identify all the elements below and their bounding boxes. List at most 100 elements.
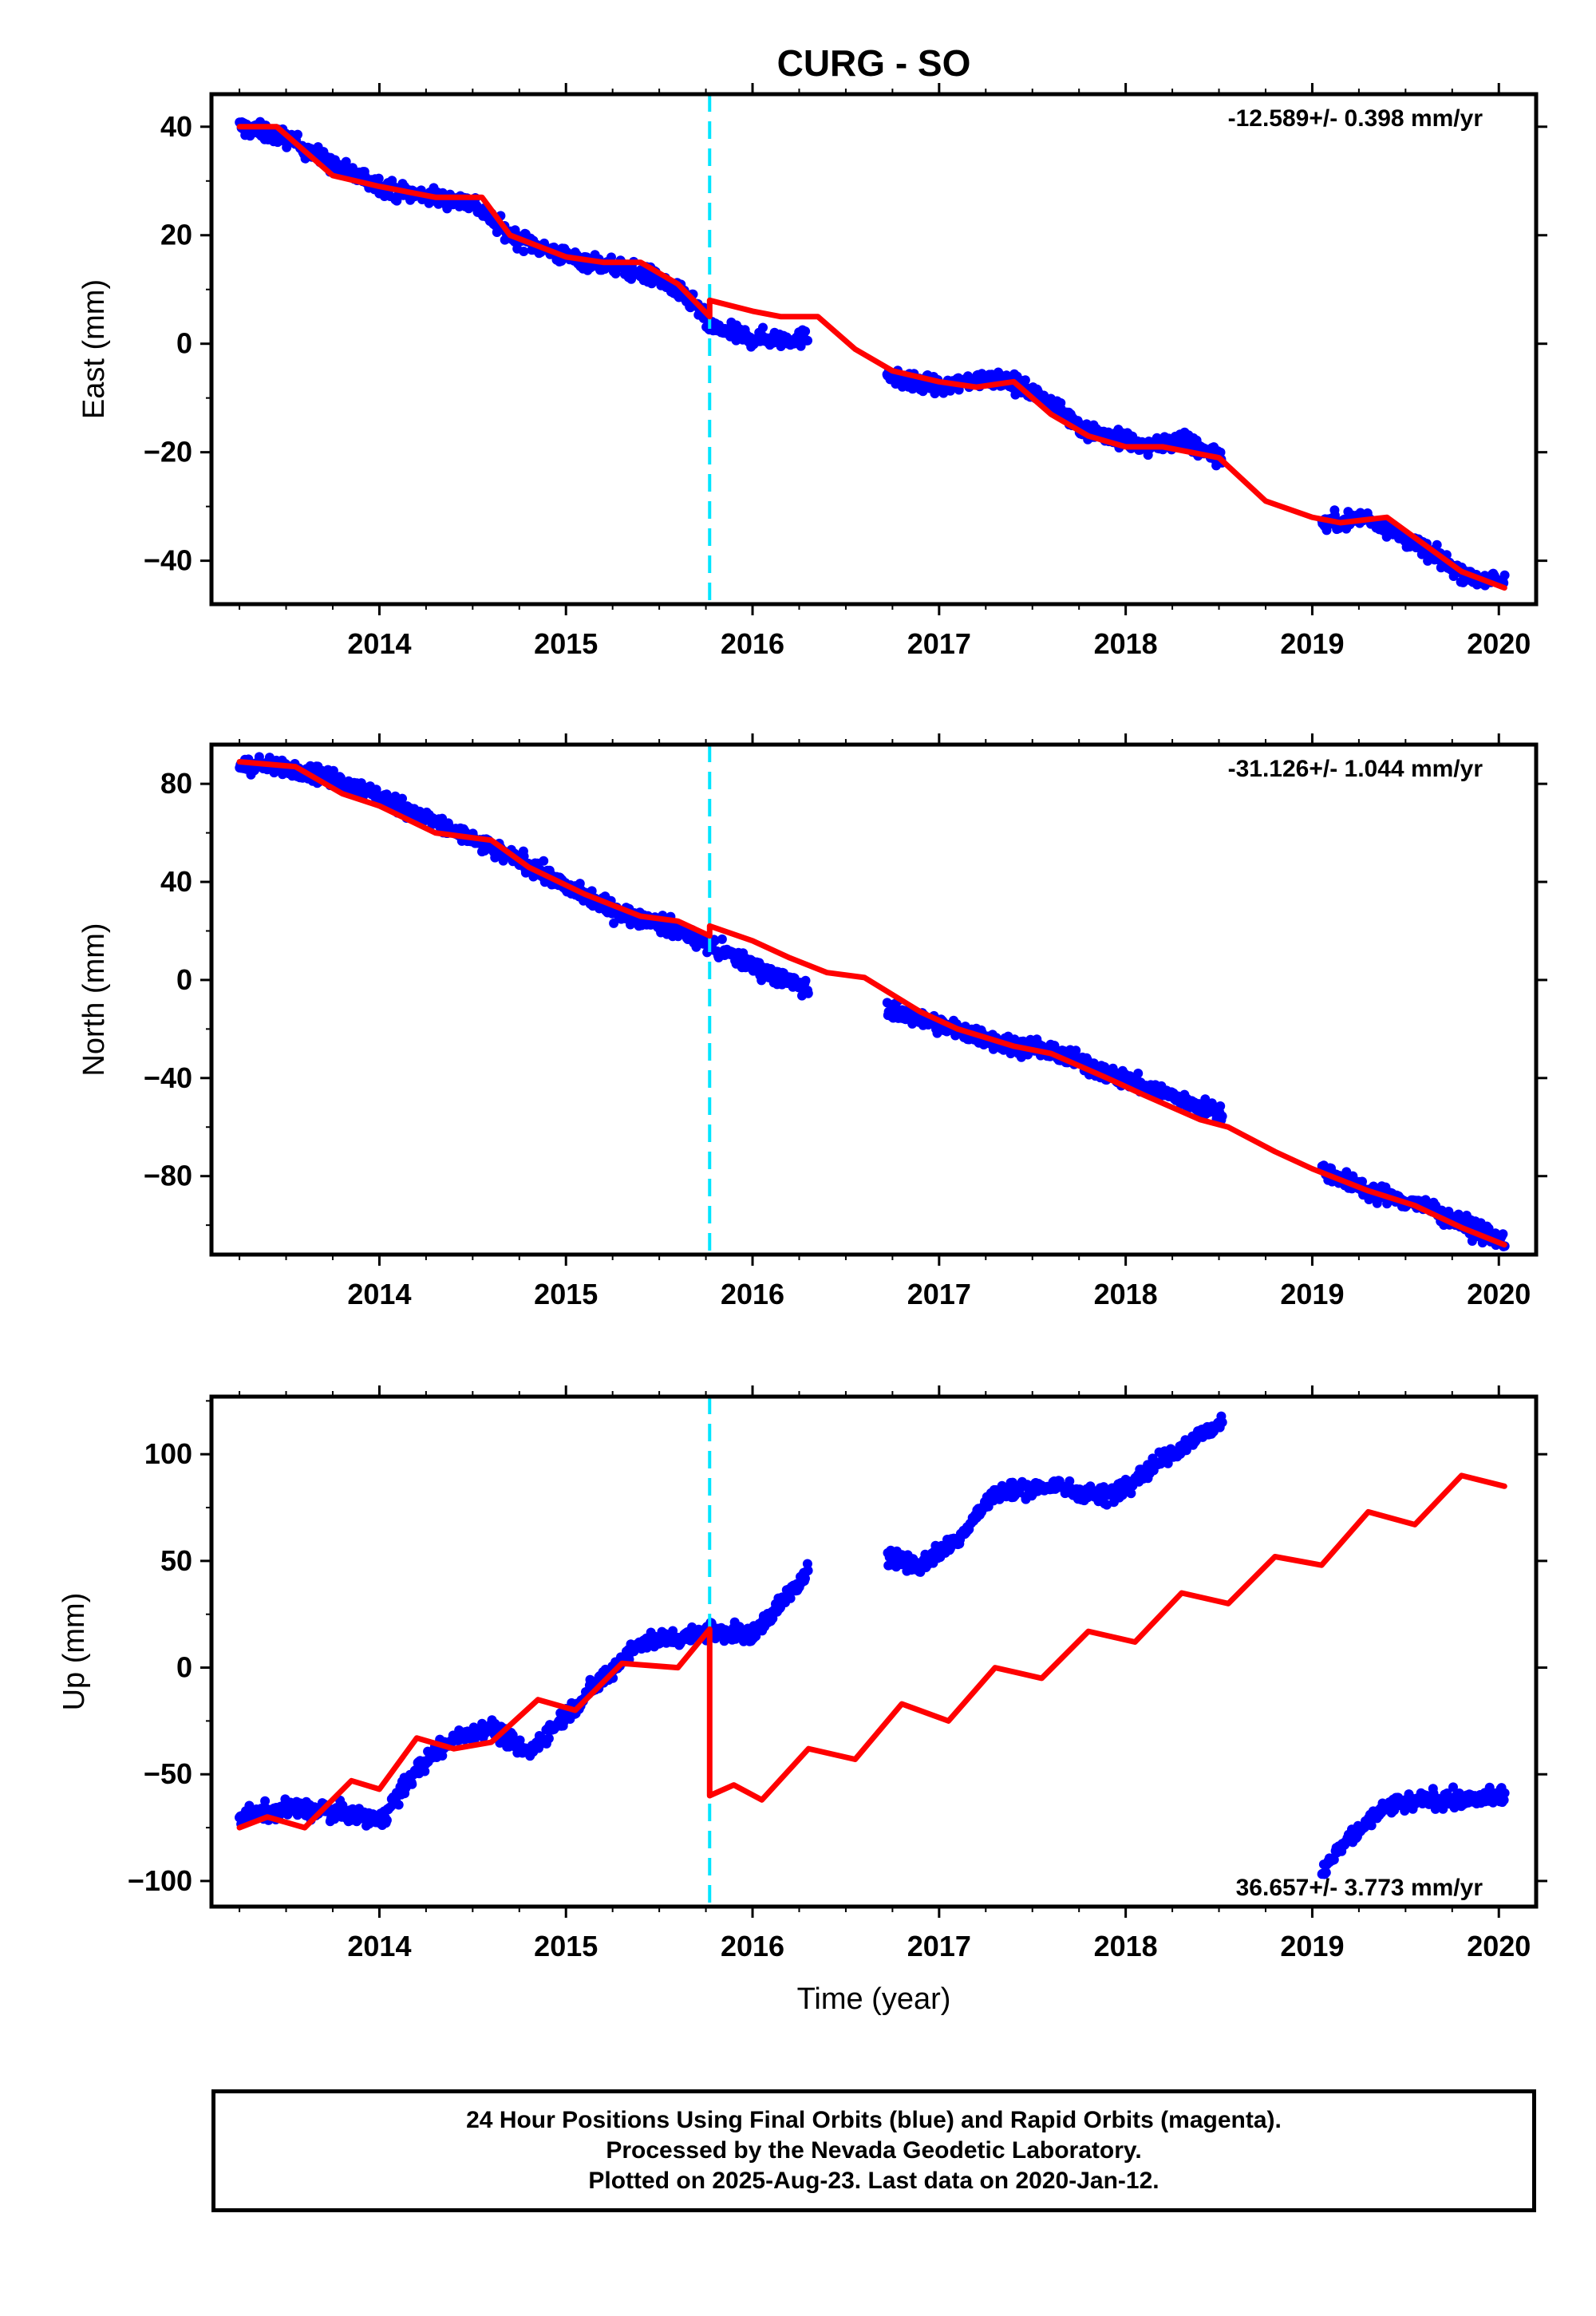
north-data-point xyxy=(709,935,720,946)
up-ytick-label: 50 xyxy=(160,1544,192,1577)
north-xtick-label: 2016 xyxy=(721,1278,784,1310)
east-data-point xyxy=(293,129,302,140)
up-data-point xyxy=(508,1730,518,1741)
up-data-point xyxy=(1499,1795,1509,1805)
up-data-point xyxy=(1366,1820,1377,1831)
up-xtick-label: 2016 xyxy=(721,1930,784,1962)
east-xtick-label: 2018 xyxy=(1094,627,1158,660)
north-xtick-label: 2018 xyxy=(1094,1278,1158,1310)
north-data-point xyxy=(328,765,338,776)
north-data-point xyxy=(1217,1111,1227,1121)
east-data-point xyxy=(519,247,529,256)
up-model-line xyxy=(236,1472,1507,1831)
up-data-point xyxy=(420,1766,430,1777)
east-ytick-label: 0 xyxy=(176,327,192,360)
up-xtick-label: 2019 xyxy=(1280,1930,1344,1962)
up-ytick-label: −50 xyxy=(144,1757,192,1790)
up-data-point xyxy=(393,1800,404,1810)
up-data-points xyxy=(235,1411,1510,1879)
north-data-point xyxy=(1071,1045,1081,1056)
east-data-point xyxy=(1499,570,1510,580)
east-data-point xyxy=(803,335,812,346)
north-xtick-label: 2020 xyxy=(1467,1278,1531,1310)
footer-line-1: 24 Hour Positions Using Final Orbits (bl… xyxy=(466,2107,1282,2133)
panel-up: 100 50 0 −50 −100 2014 2015 2016 2017 2018 2019 202… xyxy=(57,1385,1547,1962)
east-xtick-label: 2016 xyxy=(721,627,784,660)
up-data-point xyxy=(1065,1476,1075,1486)
north-data-point xyxy=(609,918,619,928)
north-ytick-label: −40 xyxy=(144,1061,192,1094)
footer-line-2: Processed by the Nevada Geodetic Laborat… xyxy=(606,2137,1142,2164)
up-xtick-label: 2020 xyxy=(1467,1930,1531,1962)
north-xtick-label: 2017 xyxy=(907,1278,971,1310)
up-plot-area xyxy=(235,1397,1510,1907)
north-ytick-label: 0 xyxy=(176,963,192,996)
up-data-point xyxy=(785,1593,796,1603)
north-rate-label: -31.126+/- 1.044 mm/yr xyxy=(1228,756,1483,782)
east-ytick-label: −40 xyxy=(144,544,192,577)
footer-box: 24 Hour Positions Using Final Orbits (bl… xyxy=(211,2089,1536,2212)
north-data-point xyxy=(1444,1207,1454,1216)
north-ytick-label: −80 xyxy=(144,1160,192,1192)
up-y-axis-label: Up (mm) xyxy=(57,1593,91,1711)
north-data-point xyxy=(800,975,811,986)
east-ytick-label: 40 xyxy=(160,110,192,143)
east-plot-area xyxy=(235,94,1510,604)
up-data-point xyxy=(407,1779,417,1789)
east-y-axis-label: East (mm) xyxy=(77,279,111,419)
north-plot-area xyxy=(235,745,1510,1255)
up-ytick-label: 0 xyxy=(176,1651,192,1684)
east-xtick-label: 2019 xyxy=(1280,627,1344,660)
up-data-point xyxy=(260,1796,271,1806)
up-xtick-label: 2015 xyxy=(534,1930,598,1962)
east-data-point xyxy=(800,326,811,337)
up-rate-label: 36.657+/- 3.773 mm/yr xyxy=(1236,1875,1483,1901)
up-ytick-label: −100 xyxy=(128,1864,192,1897)
north-data-point xyxy=(1133,1069,1144,1078)
north-data-point xyxy=(1498,1229,1508,1239)
east-xtick-label: 2014 xyxy=(347,627,411,660)
north-data-point xyxy=(1357,1176,1367,1187)
east-data-point xyxy=(1432,539,1442,550)
north-frame xyxy=(209,742,1539,1257)
north-xtick-label: 2014 xyxy=(347,1278,411,1310)
north-data-point xyxy=(1215,1101,1226,1111)
east-data-point xyxy=(1020,375,1030,385)
north-y-axis-label: North (mm) xyxy=(77,923,111,1076)
up-data-point xyxy=(1321,1867,1331,1878)
east-xtick-label: 2015 xyxy=(534,627,598,660)
north-xtick-label: 2015 xyxy=(534,1278,598,1310)
north-ytick-label: 40 xyxy=(160,865,192,898)
x-axis-label: Time (year) xyxy=(797,1982,951,2016)
up-xtick-label: 2014 xyxy=(347,1930,411,1962)
up-data-point xyxy=(1217,1417,1227,1428)
north-data-point xyxy=(803,988,813,998)
east-xtick-label: 2017 xyxy=(907,627,971,660)
up-xtick-label: 2018 xyxy=(1094,1930,1158,1962)
east-data-point xyxy=(373,173,384,184)
up-frame xyxy=(209,1394,1539,1909)
east-frame xyxy=(209,92,1539,607)
north-ytick-label: 80 xyxy=(160,767,192,800)
up-data-point xyxy=(668,1626,678,1636)
east-xtick-label: 2020 xyxy=(1467,627,1531,660)
up-data-point xyxy=(543,1733,554,1744)
up-data-point xyxy=(1329,1855,1339,1865)
north-model-line xyxy=(236,759,1507,1248)
up-data-point xyxy=(381,1815,392,1825)
east-data-point xyxy=(758,322,768,333)
up-data-point xyxy=(1126,1488,1136,1499)
up-data-point xyxy=(437,1751,448,1761)
up-data-point xyxy=(1400,1806,1410,1816)
up-ytick-label: 100 xyxy=(144,1437,192,1470)
north-data-point xyxy=(539,856,549,866)
east-ytick-label: 20 xyxy=(160,219,192,251)
footer-line-3: Plotted on 2025-Aug-23. Last data on 202… xyxy=(588,2168,1159,2194)
east-model-line xyxy=(236,124,1507,591)
up-data-point xyxy=(803,1566,813,1575)
north-data-point xyxy=(717,934,727,944)
up-data-point xyxy=(1499,1788,1510,1798)
chart-title: CURG - SO xyxy=(777,42,971,84)
up-data-point xyxy=(1448,1782,1458,1792)
